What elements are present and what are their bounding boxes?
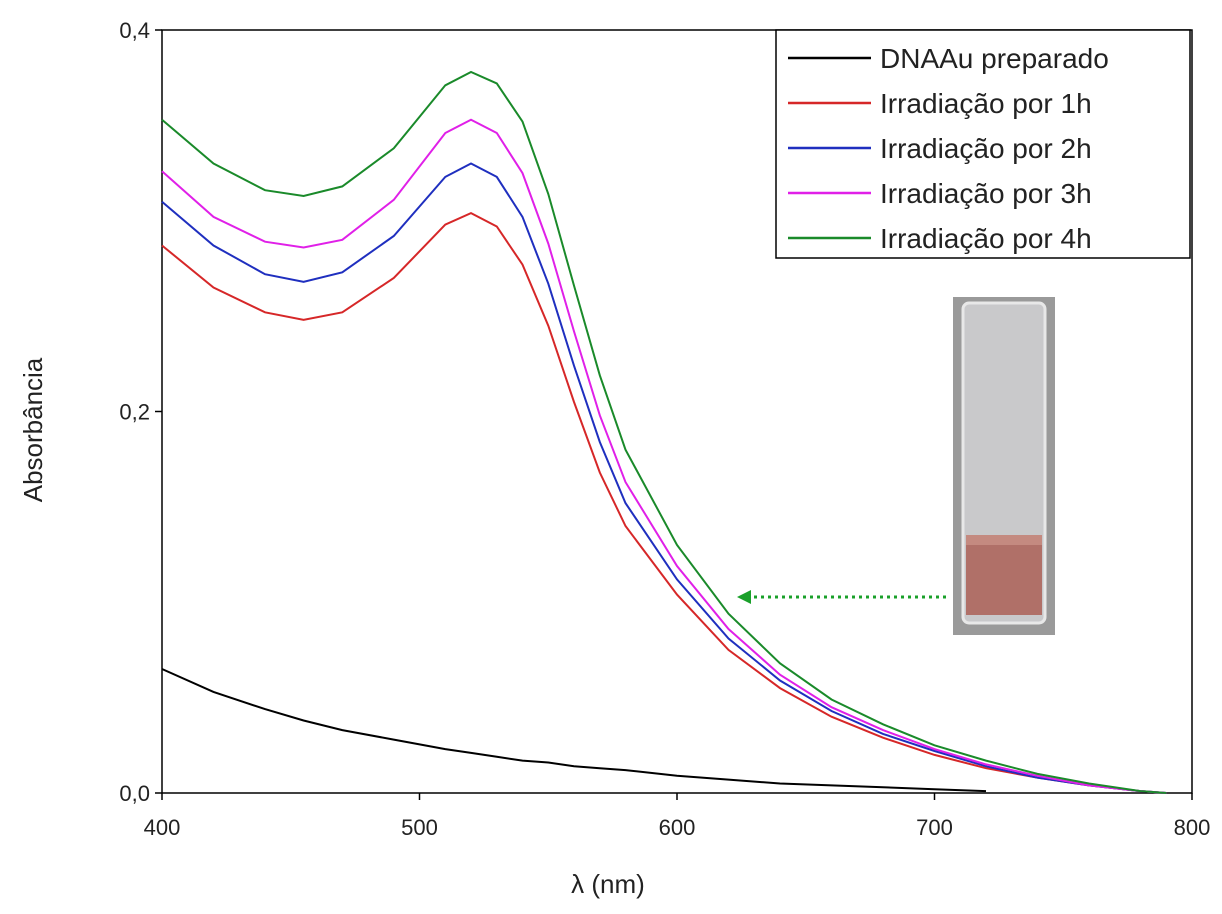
legend-label: Irradiação por 2h	[880, 133, 1092, 164]
y-tick-label: 0,0	[119, 781, 150, 806]
series-line	[161, 118, 1167, 794]
legend-label: Irradiação por 3h	[880, 178, 1092, 209]
arrow-head	[737, 590, 751, 604]
x-tick-label: 800	[1174, 815, 1211, 840]
series-line	[161, 668, 987, 793]
y-tick-label: 0,2	[119, 400, 150, 425]
y-axis-label: Absorbância	[18, 357, 48, 502]
x-tick-label: 600	[659, 815, 696, 840]
series-line	[161, 211, 1167, 794]
legend-label: Irradiação por 1h	[880, 88, 1092, 119]
legend-box	[775, 29, 1191, 259]
x-tick-label: 500	[401, 815, 438, 840]
cuvette-photo	[953, 297, 1055, 635]
y-tick-label: 0,4	[119, 18, 150, 43]
x-tick-label: 700	[916, 815, 953, 840]
x-tick-label: 400	[144, 815, 181, 840]
series-line	[161, 162, 1167, 794]
series-line	[161, 70, 1167, 794]
x-axis-label: λ (nm)	[571, 869, 645, 899]
legend-label: Irradiação por 4h	[880, 223, 1092, 254]
legend-label: DNAAu preparado	[880, 43, 1109, 74]
